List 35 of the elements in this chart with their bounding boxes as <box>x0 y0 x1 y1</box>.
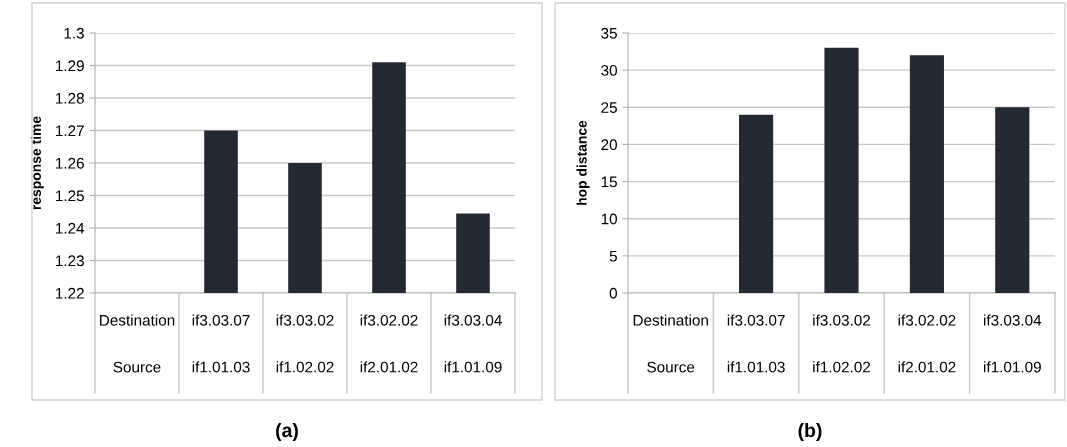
bar <box>909 55 944 293</box>
y-tick-label: 10 <box>601 213 617 225</box>
y-tick-label: 30 <box>601 65 617 76</box>
y-tick-label: 1.27 <box>56 125 84 137</box>
category-label: if3.02.02 if2.01.02 <box>898 314 956 373</box>
y-tick-label: 1.3 <box>64 27 84 39</box>
text: Destination Source <box>633 314 708 373</box>
y-tick-label: 1.24 <box>56 222 85 234</box>
y-tick-label: 20 <box>601 139 617 151</box>
text: Destination Source <box>100 314 175 373</box>
y-tick-label: 1.23 <box>56 255 84 267</box>
y-tick-label: 1.29 <box>56 60 84 72</box>
text: (a) <box>276 422 298 442</box>
category-label: if3.03.07 if1.01.03 <box>727 314 785 373</box>
y-tick-label: 1.25 <box>56 190 84 202</box>
category-label: if3.03.02 if1.02.02 <box>813 314 871 373</box>
bar <box>995 107 1030 293</box>
bar <box>739 114 774 293</box>
y-tick-label: 15 <box>601 176 617 188</box>
text: (b) <box>798 422 822 442</box>
y-tick-label: 0 <box>609 287 617 299</box>
category-label: if3.03.04 if1.01.09 <box>984 314 1042 373</box>
y-tick-label: 5 <box>609 250 617 262</box>
y-tick-label: 1.22 <box>56 287 84 299</box>
category-label: if3.03.04 if1.01.09 <box>444 314 502 373</box>
y-axis-title: hop distance <box>576 120 590 205</box>
category-label: if3.02.02 if2.01.02 <box>360 314 418 373</box>
category-label: if3.03.07 if1.01.03 <box>192 314 250 373</box>
bar <box>824 47 859 293</box>
y-tick-label: 35 <box>601 27 617 39</box>
y-tick-label: 1.28 <box>56 92 84 104</box>
category-label: if3.03.02 if1.02.02 <box>276 314 334 373</box>
y-axis-title: response time <box>30 116 44 210</box>
y-tick-label: 25 <box>601 102 617 113</box>
y-tick-label: 1.26 <box>56 157 84 169</box>
